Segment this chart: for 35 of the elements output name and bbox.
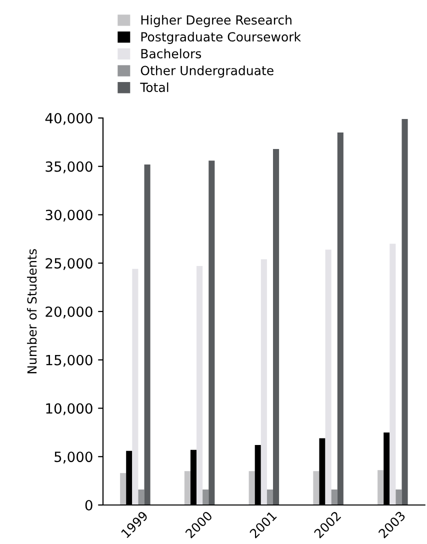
bar xyxy=(138,490,144,505)
y-tick-label: 20,000 xyxy=(46,306,92,318)
legend-label: Bachelors xyxy=(141,48,202,58)
y-tick-label: 5,000 xyxy=(54,452,92,464)
bar xyxy=(248,471,255,505)
legend-label: Postgraduate Coursework xyxy=(141,32,301,44)
y-tick-label: 25,000 xyxy=(46,258,92,270)
y-tick-label: 35,000 xyxy=(46,161,92,174)
bar xyxy=(208,160,215,505)
bar xyxy=(196,266,203,505)
y-tick-label: 0 xyxy=(85,500,92,510)
bar xyxy=(273,148,280,505)
bar xyxy=(325,250,332,505)
legend-label: Total xyxy=(140,82,168,92)
bar xyxy=(144,164,150,505)
bar xyxy=(202,490,209,505)
bar xyxy=(313,471,320,505)
bar xyxy=(337,132,344,505)
legend-label: Other Undergraduate xyxy=(140,66,274,78)
bar xyxy=(331,490,338,505)
bar xyxy=(402,118,408,505)
bar xyxy=(120,473,126,505)
y-tick-label: 30,000 xyxy=(46,210,92,222)
y-tick-label: 40,000 xyxy=(45,112,92,125)
y-tick-label: 15,000 xyxy=(46,354,92,367)
bar xyxy=(266,490,274,505)
legend-label: Higher Degree Research xyxy=(141,15,292,28)
bar xyxy=(378,470,384,505)
y-tick-label: 10,000 xyxy=(46,403,92,416)
bar xyxy=(184,471,190,505)
bar xyxy=(396,490,402,505)
bar xyxy=(132,268,138,505)
bar xyxy=(260,259,267,505)
y-axis-title: Number of Students xyxy=(27,249,37,374)
bar xyxy=(390,244,396,505)
